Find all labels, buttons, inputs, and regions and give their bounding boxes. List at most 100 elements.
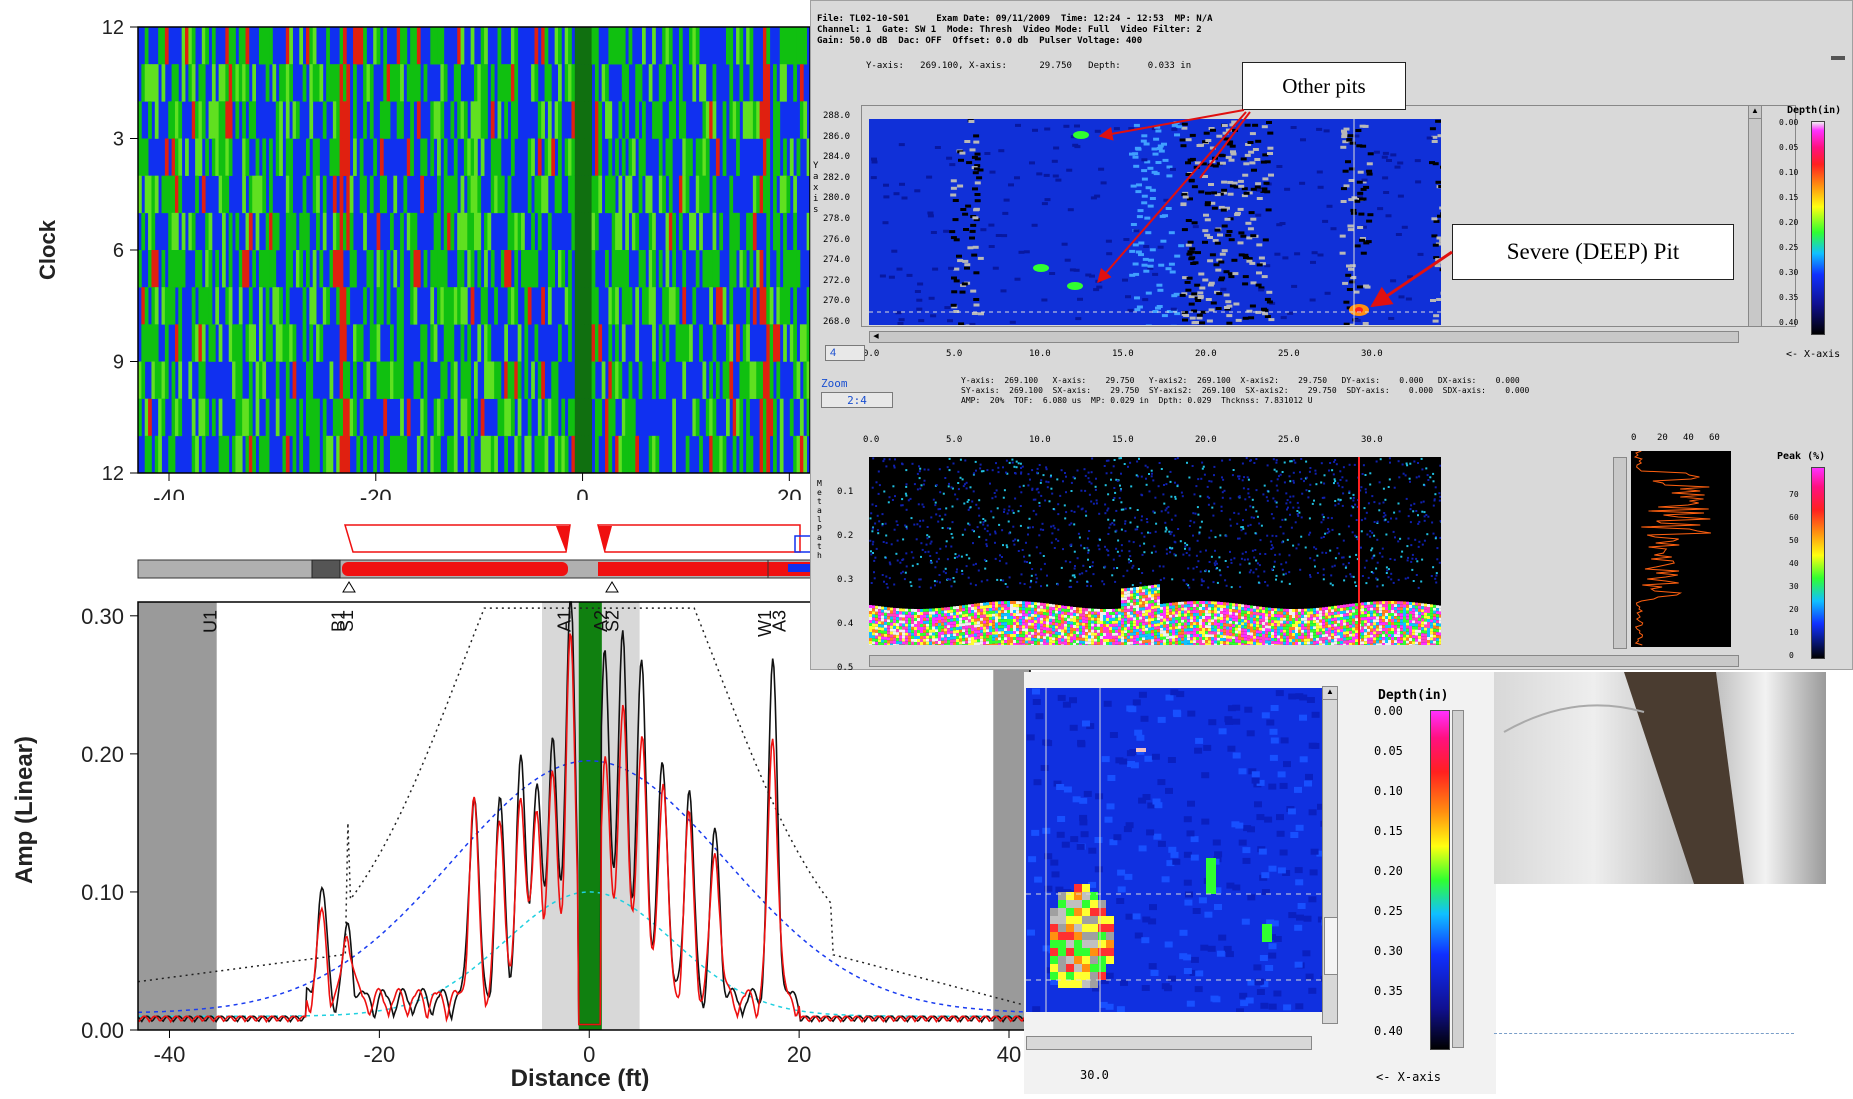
- bscan-backwall: [980, 615, 983, 618]
- bscan-backwall: [1070, 613, 1073, 616]
- bscan-noise: [1388, 486, 1390, 488]
- bscan-noise: [945, 507, 947, 509]
- heatmap-cell: [582, 213, 586, 250]
- heatmap-cell: [716, 287, 720, 324]
- heatmap-cell: [195, 324, 199, 361]
- bscan-backwall: [1157, 617, 1160, 620]
- heatmap-cell: [484, 436, 488, 473]
- bscan-backwall: [917, 618, 920, 621]
- heatmap-cell: [387, 101, 391, 138]
- bscan-noise: [1272, 547, 1274, 549]
- bscan-backwall: [1067, 609, 1070, 612]
- bscan-backwall: [875, 639, 878, 642]
- heatmap-cell: [289, 176, 293, 213]
- bscan-noise: [1253, 462, 1255, 464]
- heatmap-cell: [595, 139, 599, 176]
- zoom-value-box[interactable]: 2:4: [821, 392, 893, 408]
- bscan-noise: [1065, 491, 1067, 493]
- bscan-noise: [1005, 583, 1007, 585]
- bscan-backwall: [1169, 612, 1172, 615]
- bscan-backwall: [950, 628, 953, 631]
- depth-colorbar: [1811, 121, 1825, 335]
- bscan-noise: [1283, 533, 1285, 535]
- bscan-backwall: [968, 625, 971, 628]
- heatmap-cell: [178, 101, 182, 138]
- bscan-backwall: [1013, 634, 1016, 637]
- bscan-backwall: [899, 614, 902, 617]
- bscan-backwall: [1004, 637, 1007, 640]
- bscan-backwall: [944, 637, 947, 640]
- bscan-noise: [922, 520, 924, 522]
- bscan-noise: [1171, 519, 1173, 521]
- bscan-noise: [1281, 581, 1283, 583]
- panel-scroll-handle[interactable]: [1831, 56, 1845, 60]
- bscan-noise: [958, 488, 960, 490]
- heatmap-cell: [776, 324, 780, 361]
- bscan-noise: [1014, 539, 1016, 541]
- bscan-noise: [879, 484, 881, 486]
- bscan-backwall: [1178, 620, 1181, 623]
- bscan-noise: [1242, 479, 1244, 481]
- bscan-backwall: [1172, 621, 1175, 624]
- bscan-backwall: [1061, 618, 1064, 621]
- bscan-noise: [934, 580, 936, 582]
- bscan-noise: [1271, 569, 1273, 571]
- bscan-backwall: [986, 614, 989, 617]
- bscan-backwall: [896, 644, 899, 645]
- bscan-backwall: [917, 633, 920, 636]
- bscan-backwall: [1157, 590, 1160, 593]
- heatmap-cell: [239, 250, 243, 287]
- bscan-noise: [1048, 481, 1050, 483]
- heatmap-cell: [561, 436, 565, 473]
- heatmap-cell: [225, 287, 229, 324]
- heatmap-cell: [155, 101, 159, 138]
- heatmap-cell: [222, 139, 226, 176]
- bscan-backwall: [1076, 640, 1079, 643]
- heatmap-cell: [635, 324, 639, 361]
- cscan-vscroll[interactable]: ▲: [1748, 105, 1762, 327]
- bscan-noise: [1343, 466, 1345, 468]
- heatmap-cell: [598, 176, 602, 213]
- bscan-backwall: [1076, 619, 1079, 622]
- bscan-image[interactable]: [869, 457, 1441, 645]
- bscan-backwall: [950, 634, 953, 637]
- bscan-noise: [937, 521, 939, 523]
- heatmap-cell: [212, 139, 216, 176]
- bscan-backwall: [929, 618, 932, 621]
- bscan-backwall: [1007, 634, 1010, 637]
- heatmap-cell: [178, 176, 182, 213]
- cscan-hscroll[interactable]: ◀: [869, 331, 1739, 343]
- bscan-noise: [1289, 460, 1291, 462]
- heatmap-cell: [242, 27, 246, 64]
- bscan-noise: [1376, 539, 1378, 541]
- bscan-backwall: [1166, 609, 1169, 612]
- bscan-backwall: [1085, 626, 1088, 629]
- bscan-noise: [1040, 482, 1042, 484]
- bscan-noise: [1186, 462, 1188, 464]
- scan-index-box[interactable]: 4: [825, 345, 865, 361]
- bscan-noise: [1182, 495, 1184, 497]
- heatmap-cell: [410, 213, 414, 250]
- bscan-noise: [960, 477, 962, 479]
- bscan-noise: [1301, 516, 1303, 518]
- bscan-backwall: [1178, 608, 1181, 611]
- heatmap-cell: [582, 287, 586, 324]
- test-zone-right: [598, 525, 800, 552]
- scroll-left-arrow-icon[interactable]: ◀: [870, 332, 882, 342]
- scroll-up-arrow-icon[interactable]: ▲: [1749, 106, 1761, 119]
- bscan-noise: [1031, 489, 1033, 491]
- bscan-noise: [1177, 528, 1179, 530]
- bscan-backwall: [1022, 607, 1025, 610]
- heatmap-cell: [410, 287, 414, 324]
- bscan-noise: [1427, 474, 1429, 476]
- heatmap-cell: [293, 362, 297, 399]
- heatmap-cell: [585, 324, 589, 361]
- heatmap-cell: [454, 176, 458, 213]
- bscan-backwall: [1151, 636, 1154, 639]
- heatmap-cell: [202, 324, 206, 361]
- cscan-y-tick-label: 286.0: [823, 132, 850, 143]
- heatmap-cell: [652, 213, 656, 250]
- bscan-noise: [883, 541, 885, 543]
- bscan-backwall: [1097, 621, 1100, 624]
- bscan-backwall: [1133, 599, 1136, 602]
